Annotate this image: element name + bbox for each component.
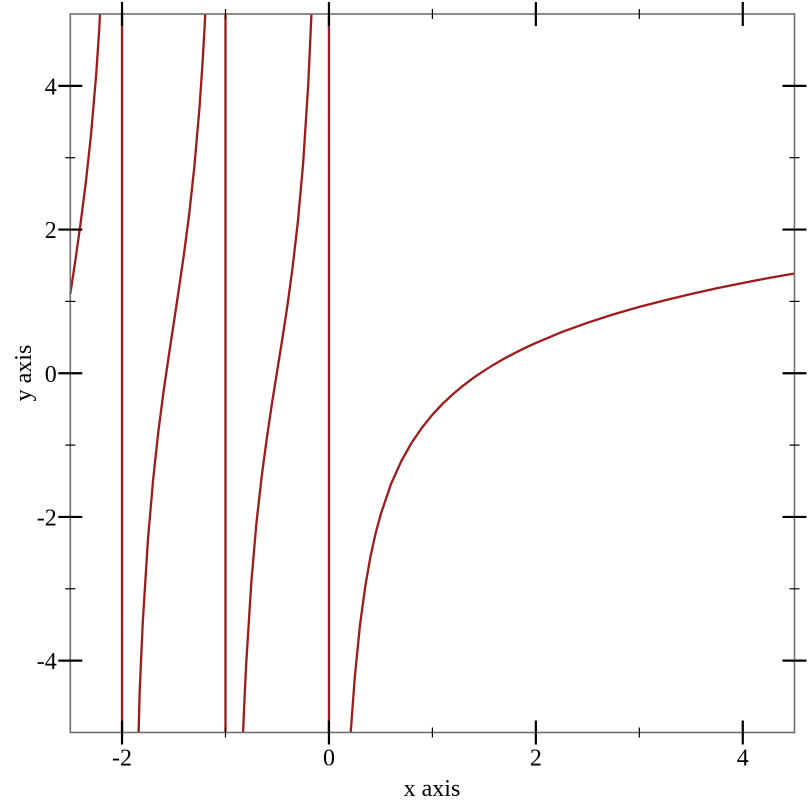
y-tick-label: -4 [37, 649, 57, 675]
function-curve-branch [241, 13, 313, 733]
function-curve-branch [69, 13, 102, 295]
x-tick-label: 0 [323, 746, 335, 772]
x-tick-label: -2 [112, 746, 132, 772]
x-tick-label: 2 [530, 746, 542, 772]
y-tick-label: 2 [45, 218, 57, 244]
y-tick-label: 4 [45, 74, 57, 100]
tick-label-layer: -2 0 2 4 -4 -2 0 2 4 [37, 74, 749, 771]
y-tick-label: -2 [37, 505, 57, 531]
function-curve-branch [137, 13, 207, 733]
y-tick-label: 0 [45, 362, 57, 388]
curve-layer [69, 13, 795, 733]
tick-layer [58, 2, 807, 745]
function-curve-branch [349, 272, 795, 733]
y-axis-label: y axis [11, 345, 37, 402]
frame-layer [69, 13, 796, 734]
x-tick-label: 4 [737, 746, 749, 772]
plot-frame [69, 13, 796, 734]
x-axis-label: x axis [404, 776, 461, 802]
